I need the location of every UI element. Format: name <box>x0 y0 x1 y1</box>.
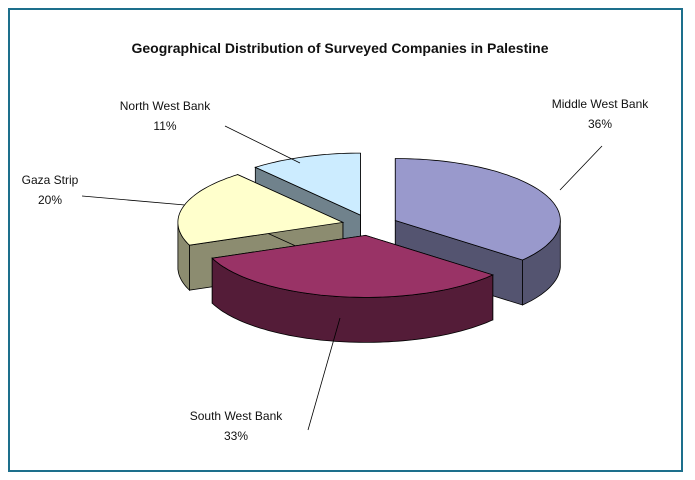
data-label-name: South West Bank <box>190 409 283 423</box>
leader-line <box>559 145 603 191</box>
data-label-value: 11% <box>153 119 176 133</box>
data-label-value: 20% <box>38 193 62 207</box>
data-label-name: Gaza Strip <box>22 173 79 187</box>
leader-line <box>307 317 341 431</box>
slice <box>177 174 345 246</box>
slice <box>394 158 561 261</box>
leader-line <box>81 195 186 206</box>
data-label-value: 36% <box>588 117 612 131</box>
data-label-name: Middle West Bank <box>552 97 649 111</box>
data-label-value: 33% <box>224 429 248 443</box>
slice <box>211 234 494 298</box>
slice <box>254 152 361 216</box>
chart-title: Geographical Distribution of Surveyed Co… <box>131 40 549 56</box>
data-label-name: North West Bank <box>120 99 211 113</box>
leader-line <box>224 125 301 164</box>
